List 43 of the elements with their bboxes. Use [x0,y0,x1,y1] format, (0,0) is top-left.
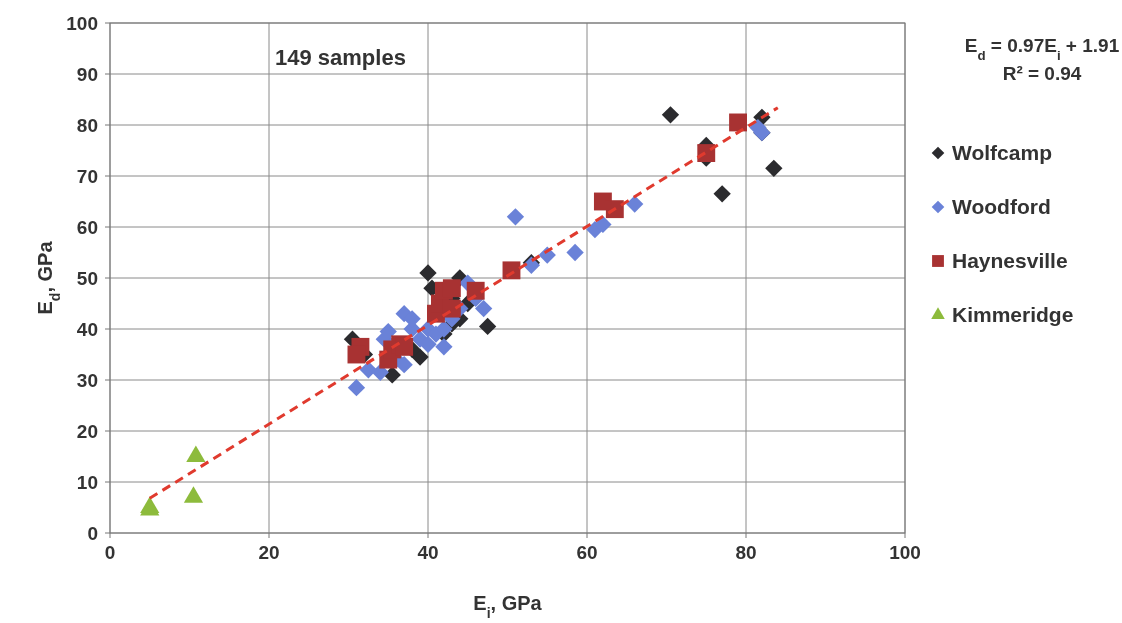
point [435,320,453,338]
point [419,335,437,353]
y-tick-label: 100 [66,13,98,34]
annotation: 149 samples [275,45,406,70]
point [478,317,497,336]
point [506,208,525,226]
y-tick-label: 0 [87,523,98,544]
point [395,356,413,374]
point [661,106,680,124]
point [347,378,366,397]
point [765,159,783,178]
y-tick-label: 10 [76,472,98,493]
legend-label: Woodford [952,195,1051,218]
legend-label: Wolfcamp [952,141,1052,164]
x-axis-title: E$_{i}$, GPa [473,592,543,621]
y-tick-label: 30 [76,370,98,391]
point [626,195,644,213]
x-tick-label: 40 [417,542,439,563]
y-tick-label: 20 [76,421,98,442]
point [713,185,731,203]
point [566,243,584,262]
y-tick-label: 70 [76,166,98,187]
point [442,279,461,298]
point [474,299,493,318]
legend-label: Haynesville [952,249,1068,272]
legend-label: Kimmeridge [952,303,1074,326]
x-tick-label: 100 [889,542,921,563]
point [435,338,453,356]
point [729,113,747,132]
y-tick-label: 60 [76,217,98,238]
x-tick-label: 80 [735,542,757,563]
point [347,345,366,364]
x-tick-label: 20 [258,542,280,563]
x-tick-label: 60 [576,542,598,563]
y-tick-label: 50 [76,268,98,289]
point [419,264,437,282]
point [594,215,612,234]
x-tick-label: 0 [104,542,116,563]
y-tick-label: 80 [76,115,98,136]
y-tick-label: 90 [76,64,98,85]
text: R² = 0.94 [1002,63,1082,84]
text: E$_{d}$ = 0.97E$_{i}$ + 1.91 [964,35,1120,63]
y-tick-label: 40 [76,319,98,340]
